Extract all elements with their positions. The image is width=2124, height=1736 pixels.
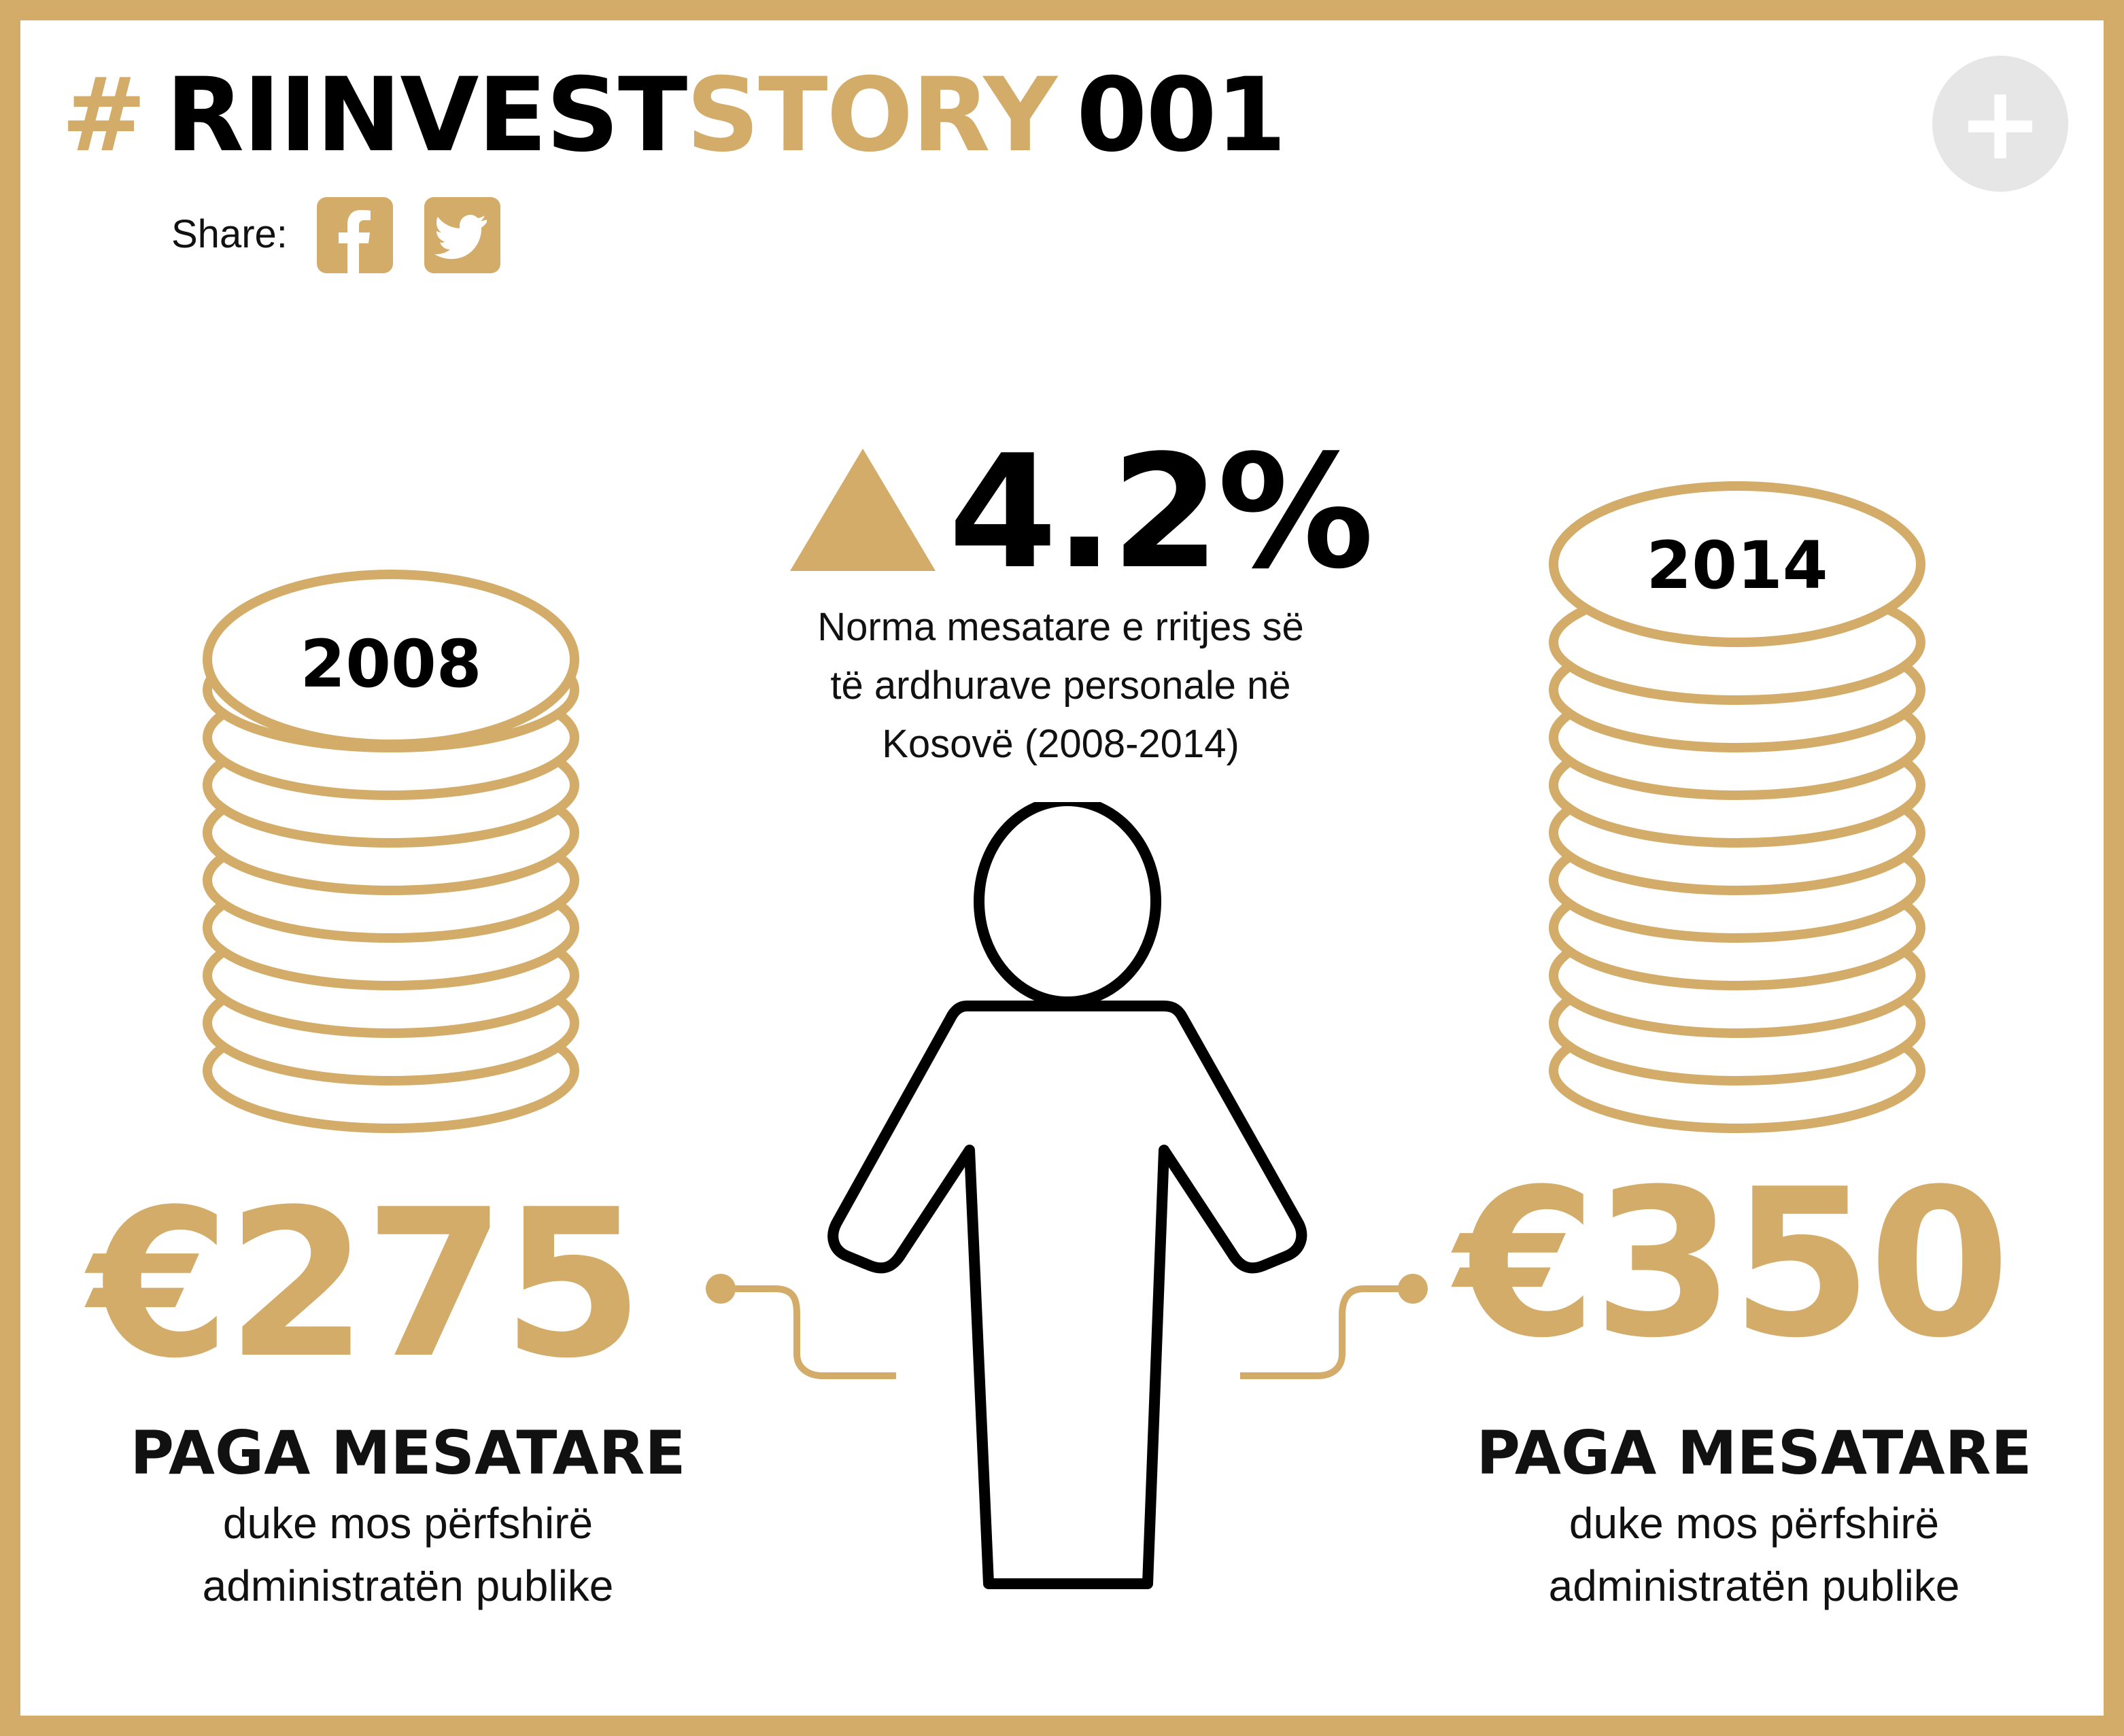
coin-top [203, 570, 579, 749]
growth-percent: 4.2% [948, 422, 1374, 604]
growth-description-line: Kosovë (2008-2014) [882, 722, 1239, 766]
pay-subtitle-2014: duke mos përfshirë administratën publike [1448, 1492, 2060, 1617]
plus-icon: + [1957, 65, 2043, 183]
growth-description-line: Norma mesatare e rritjes së [817, 605, 1304, 649]
twitter-icon [424, 197, 500, 273]
increase-triangle-icon [790, 449, 936, 571]
pay-subtitle-line: administratën publike [202, 1561, 614, 1610]
share-label: Share: [171, 212, 288, 256]
pay-subtitle-2008: duke mos përfshirë administratën publike [102, 1492, 714, 1617]
growth-description: Norma mesatare e rritjes së të ardhurave… [755, 598, 1367, 774]
expand-button[interactable]: + [1932, 56, 2068, 192]
pay-label-2014: PAGA MESATARE [1476, 1418, 2032, 1488]
coin-stack-2008: 2008 [203, 570, 579, 1133]
coin-stack-2014: 2014 [1549, 481, 1925, 1133]
facebook-icon [317, 197, 393, 273]
pay-subtitle-line: administratën publike [1548, 1561, 1960, 1610]
year-2014-label: 2014 [1646, 527, 1828, 604]
page-title: # RIINVEST STORY 001 [61, 54, 1286, 177]
pay-subtitle-line: duke mos përfshirë [222, 1499, 594, 1548]
facebook-share-button[interactable] [317, 197, 393, 273]
year-2008-label: 2008 [300, 626, 481, 702]
person-icon [827, 802, 1307, 1589]
coin-top [1549, 481, 1925, 647]
amount-2008: €275 [88, 1166, 644, 1403]
title-number: 001 [1076, 56, 1286, 175]
pay-label-2008: PAGA MESATARE [130, 1418, 686, 1488]
title-brand-story: STORY [686, 56, 1057, 175]
pay-subtitle-line: duke mos përfshirë [1569, 1499, 1940, 1548]
twitter-share-button[interactable] [424, 197, 500, 273]
amount-2014: €350 [1455, 1145, 2010, 1383]
title-hash: # [61, 56, 147, 175]
growth-description-line: të ardhurave personale në [830, 663, 1291, 708]
title-brand-riinvest: RIINVEST [165, 56, 688, 175]
